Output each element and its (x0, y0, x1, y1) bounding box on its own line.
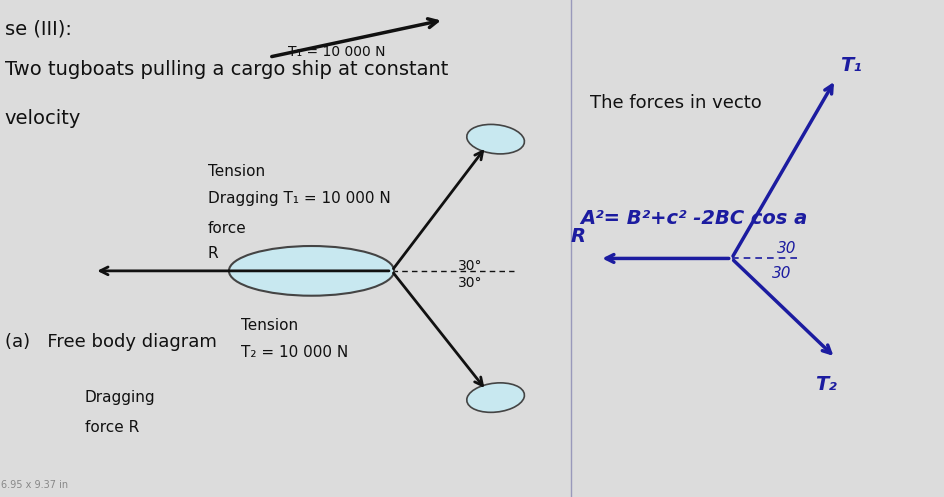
Text: A²= B²+c² -2BC cos a: A²= B²+c² -2BC cos a (581, 209, 808, 228)
Text: The forces in vecto: The forces in vecto (590, 94, 762, 112)
Text: T₁: T₁ (840, 56, 862, 75)
Text: R: R (208, 246, 218, 261)
Text: force R: force R (85, 420, 139, 435)
Text: velocity: velocity (5, 109, 81, 128)
Text: R: R (570, 227, 585, 246)
Text: T₂ = 10 000 N: T₂ = 10 000 N (241, 345, 348, 360)
Text: Dragging: Dragging (85, 390, 156, 405)
Text: 6.95 x 9.37 in: 6.95 x 9.37 in (1, 480, 68, 490)
Ellipse shape (466, 383, 525, 413)
Text: 30°: 30° (458, 259, 482, 273)
Text: force: force (208, 221, 246, 236)
Text: Tension: Tension (208, 164, 265, 179)
Ellipse shape (229, 246, 395, 296)
Text: Two tugboats pulling a cargo ship at constant: Two tugboats pulling a cargo ship at con… (5, 60, 448, 79)
Text: 30°: 30° (458, 276, 482, 290)
Text: (a)   Free body diagram: (a) Free body diagram (5, 333, 216, 351)
Text: T₂: T₂ (815, 375, 837, 394)
Text: se (III):: se (III): (5, 20, 72, 39)
Text: 30: 30 (772, 266, 792, 281)
Ellipse shape (466, 124, 525, 154)
Text: Dragging T₁ = 10 000 N: Dragging T₁ = 10 000 N (208, 191, 391, 206)
Text: 30: 30 (777, 241, 797, 256)
Text: T₁ = 10 000 N: T₁ = 10 000 N (288, 45, 385, 59)
Text: Tension: Tension (241, 318, 298, 333)
